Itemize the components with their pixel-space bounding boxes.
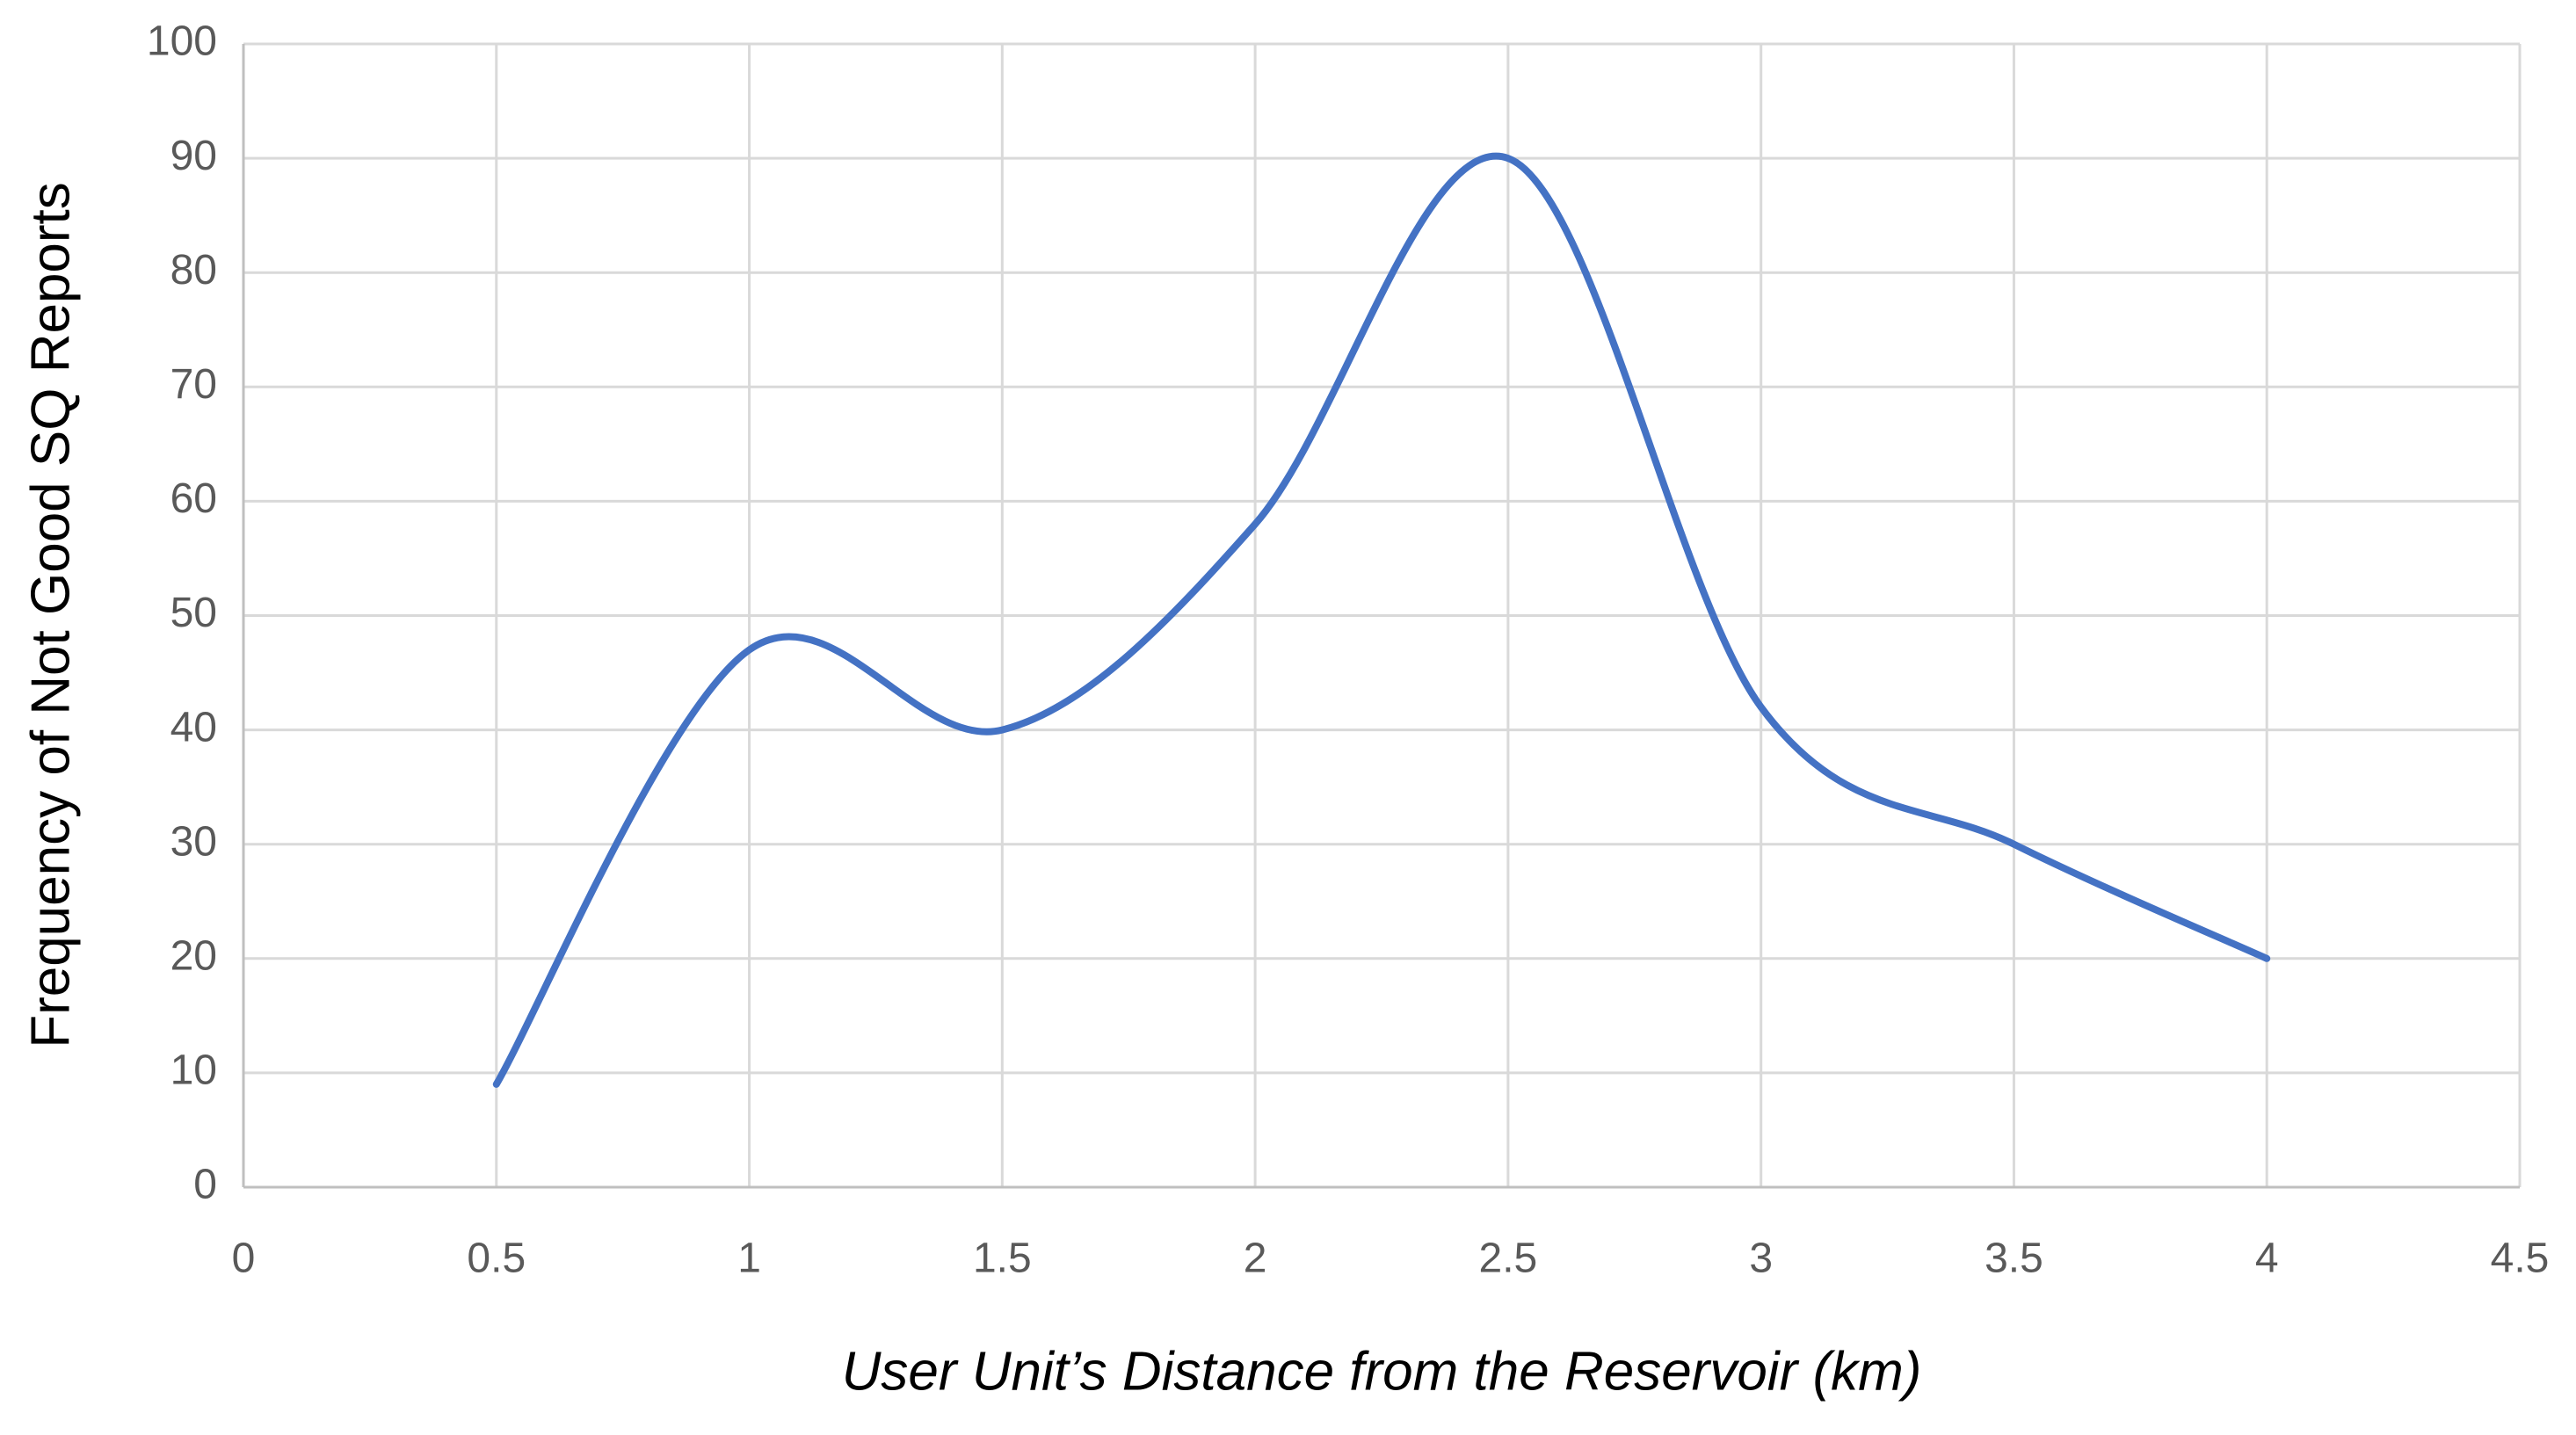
x-tick-label: 0 (232, 1236, 256, 1282)
y-tick-label: 60 (171, 475, 217, 522)
x-tick-label: 1 (737, 1236, 761, 1282)
x-tick-label: 4 (2255, 1236, 2279, 1282)
y-axis-title: Frequency of Not Good SQ Reports (20, 182, 81, 1048)
y-tick-label: 90 (171, 133, 217, 179)
x-tick-label: 2 (1244, 1236, 1267, 1282)
x-tick-label: 3 (1749, 1236, 1773, 1282)
x-tick-label: 0.5 (467, 1236, 526, 1282)
x-tick-label: 3.5 (1985, 1236, 2043, 1282)
y-tick-label: 50 (171, 590, 217, 636)
y-tick-label: 20 (171, 932, 217, 979)
y-tick-label: 40 (171, 704, 217, 750)
x-tick-label: 2.5 (1479, 1236, 1538, 1282)
x-tick-label: 1.5 (973, 1236, 1032, 1282)
y-tick-label: 80 (171, 247, 217, 294)
x-axis-title: User Unit’s Distance from the Reservoir … (842, 1341, 1922, 1402)
y-tick-label: 30 (171, 818, 217, 865)
y-tick-label: 10 (171, 1047, 217, 1094)
y-tick-label: 70 (171, 361, 217, 408)
line-series (492, 152, 2271, 1088)
y-tick-label: 100 (147, 18, 217, 65)
x-tick-label: 4.5 (2491, 1236, 2550, 1282)
y-tick-label: 0 (193, 1162, 217, 1208)
